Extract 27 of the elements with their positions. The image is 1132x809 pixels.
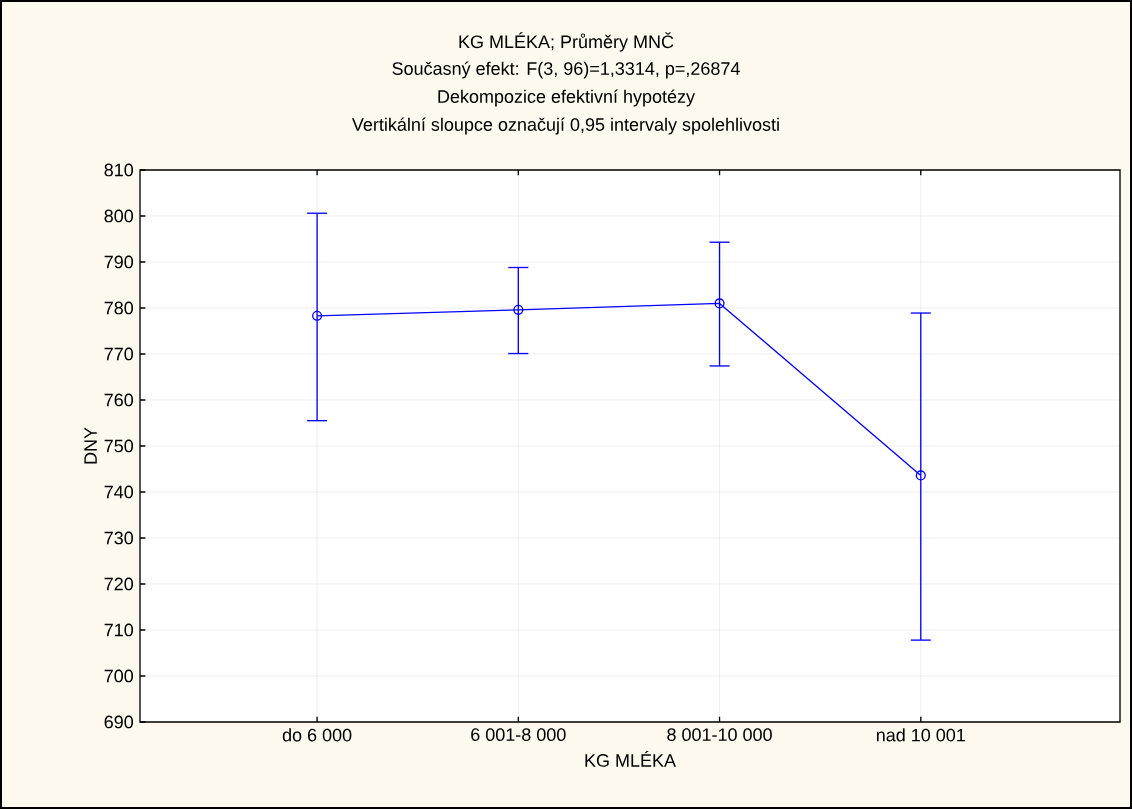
x-tick-label: do 6 000 — [282, 728, 352, 742]
y-tick-label: 760 — [104, 393, 134, 407]
y-tick-label: 790 — [104, 255, 134, 269]
chart-title: KG MLÉKA; Průměry MNČ — [459, 32, 674, 52]
point — [714, 298, 725, 309]
x-tick-label: 8 001-10 000 — [667, 728, 772, 741]
y-tick-label: 720 — [104, 577, 134, 591]
y-axis-title: DNY — [84, 427, 97, 464]
point — [915, 470, 926, 481]
point — [312, 310, 323, 321]
y-tick-label: 770 — [104, 347, 134, 361]
text: Dekompozice efektivní hypotézy — [438, 89, 695, 107]
chart-subtitle: Současný efekt: F(3, 96)=1,3314, p=,26874 — [392, 61, 740, 79]
y-tick-label: 690 — [104, 715, 134, 729]
y-tick-label: 710 — [104, 623, 134, 637]
text: Vertikální sloupce označují 0,95 intervaly spolehlivosti — [351, 117, 779, 135]
point — [513, 304, 524, 315]
y-tick-label: 700 — [104, 669, 134, 683]
x-axis-title: KG MLÉKA — [585, 751, 676, 767]
x-tick-label: 6 001-8 000 — [471, 728, 566, 741]
x-tick-label: nad 10 001 — [876, 728, 965, 742]
y-tick-label: 740 — [104, 485, 134, 499]
y-tick-label: 800 — [104, 209, 134, 223]
y-tick-label: 810 — [104, 163, 134, 177]
y-tick-label: 730 — [104, 531, 134, 545]
y-tick-label: 780 — [104, 301, 134, 315]
y-tick-label: 750 — [104, 439, 134, 453]
